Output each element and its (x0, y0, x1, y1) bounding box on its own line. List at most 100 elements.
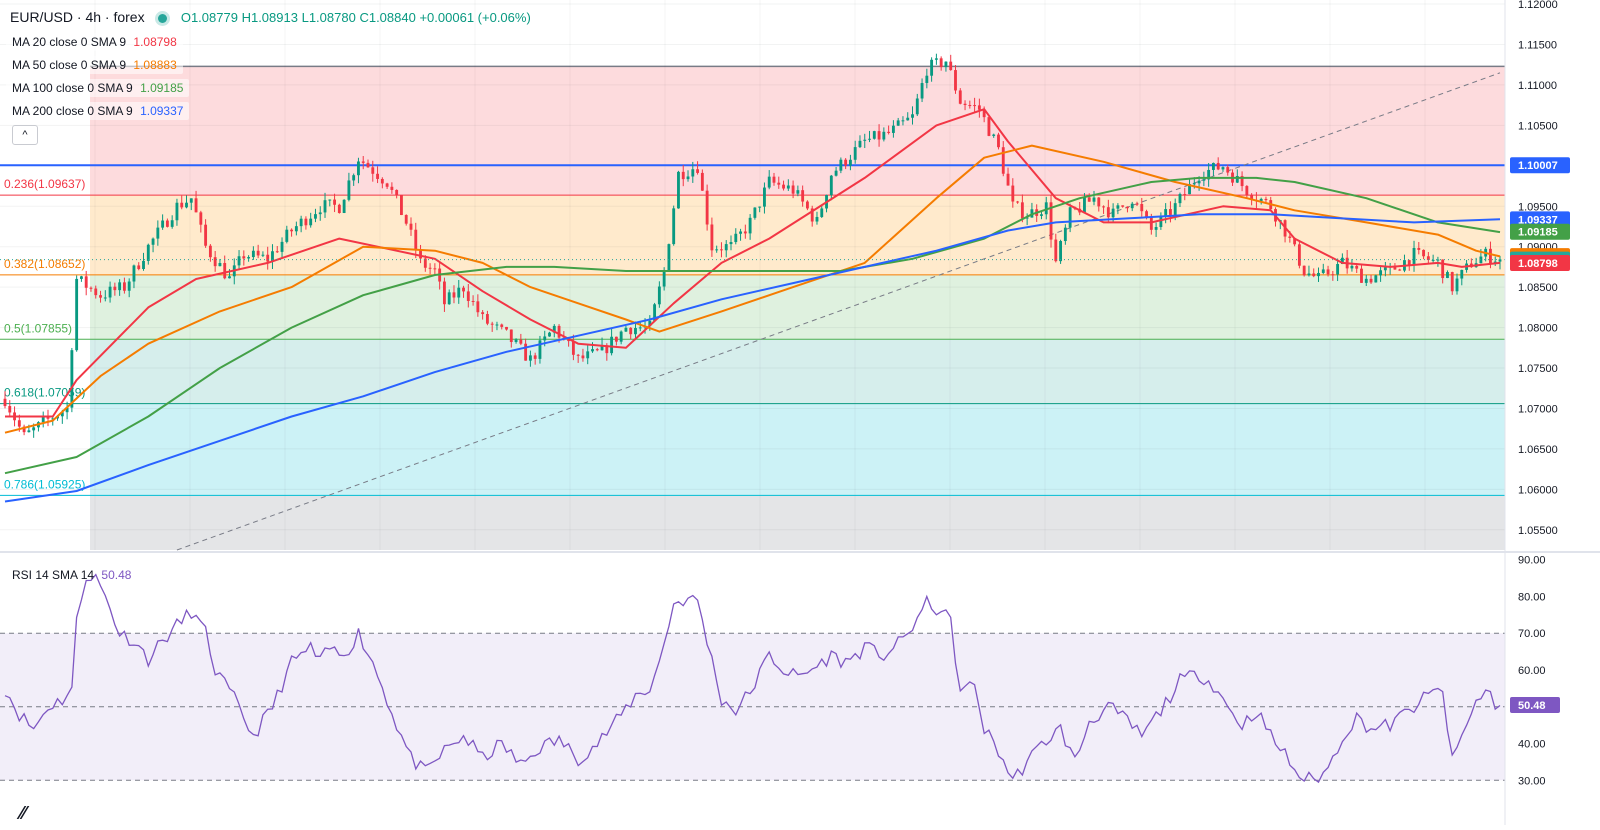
candle[interactable] (1092, 190, 1096, 206)
candle[interactable] (1326, 265, 1330, 277)
candle[interactable] (476, 294, 480, 317)
candle[interactable] (75, 275, 79, 352)
candle[interactable] (466, 283, 470, 308)
candle[interactable] (624, 326, 628, 333)
candle[interactable] (524, 338, 528, 361)
candle[interactable] (796, 185, 800, 197)
candle[interactable] (280, 237, 284, 259)
candle[interactable] (753, 207, 757, 220)
candle[interactable] (700, 169, 704, 191)
candle[interactable] (428, 263, 432, 275)
candle[interactable] (8, 400, 12, 417)
candle[interactable] (1493, 256, 1497, 267)
rsi-legend[interactable]: RSI 14 SMA 14 50.48 (12, 568, 131, 582)
rsi-badge[interactable]: 50.48 (1510, 696, 1560, 713)
ma100-legend[interactable]: MA 100 close 0 SMA 9 1.09185 (6, 79, 190, 97)
candle[interactable] (1054, 233, 1058, 263)
candle[interactable] (180, 195, 184, 210)
candle[interactable] (657, 281, 661, 308)
candle[interactable] (404, 214, 408, 226)
candle[interactable] (1436, 256, 1440, 267)
candle[interactable] (1016, 200, 1020, 204)
candle[interactable] (619, 330, 623, 345)
candle[interactable] (366, 159, 370, 168)
candle[interactable] (142, 252, 145, 271)
candle[interactable] (275, 246, 279, 253)
candle[interactable] (1154, 222, 1158, 237)
candle[interactable] (949, 54, 953, 71)
candle[interactable] (390, 182, 394, 194)
candle[interactable] (1460, 269, 1464, 286)
candle[interactable] (514, 338, 518, 344)
candle[interactable] (906, 112, 910, 121)
candle[interactable] (213, 250, 217, 272)
candle[interactable] (194, 190, 198, 213)
candle[interactable] (1226, 164, 1230, 176)
candle[interactable] (576, 353, 580, 363)
candle[interactable] (189, 198, 193, 211)
candle[interactable] (41, 411, 45, 428)
candle[interactable] (156, 220, 160, 246)
candle[interactable] (992, 133, 996, 138)
candle[interactable] (1331, 270, 1335, 281)
candle[interactable] (294, 221, 298, 236)
candle[interactable] (1211, 162, 1215, 177)
candle[interactable] (1216, 157, 1220, 171)
candle[interactable] (218, 258, 222, 267)
candle[interactable] (887, 125, 891, 135)
candle[interactable] (1049, 194, 1053, 248)
candle[interactable] (1350, 259, 1354, 272)
candle[interactable] (89, 286, 93, 292)
candle[interactable] (457, 279, 461, 304)
candle[interactable] (161, 214, 165, 230)
candle[interactable] (1044, 196, 1048, 220)
candle[interactable] (1207, 163, 1211, 187)
candle[interactable] (1140, 197, 1144, 217)
candle[interactable] (1063, 224, 1067, 245)
candle[interactable] (1178, 192, 1182, 208)
candle[interactable] (915, 93, 919, 117)
candle[interactable] (882, 127, 886, 142)
candle[interactable] (586, 344, 590, 365)
candle[interactable] (1422, 249, 1426, 260)
candle[interactable] (1059, 239, 1063, 264)
candle[interactable] (1240, 171, 1244, 192)
candle[interactable] (118, 279, 122, 296)
candle[interactable] (1455, 273, 1459, 295)
candle[interactable] (452, 285, 456, 304)
candle[interactable] (299, 215, 303, 233)
candle[interactable] (614, 336, 618, 346)
candle[interactable] (1398, 268, 1402, 271)
candle[interactable] (84, 270, 88, 296)
candle[interactable] (734, 228, 738, 245)
candle[interactable] (132, 264, 136, 289)
candle[interactable] (1020, 194, 1024, 223)
candle[interactable] (1221, 166, 1225, 172)
candle[interactable] (361, 156, 365, 170)
candle[interactable] (500, 323, 504, 330)
candle[interactable] (571, 334, 575, 361)
candle[interactable] (79, 275, 83, 282)
candle[interactable] (490, 321, 494, 332)
candle[interactable] (538, 335, 542, 364)
candle[interactable] (204, 219, 208, 248)
rsi-axis[interactable]: 90.00 80.00 70.00 60.00 40.00 30.00 50.48 (1510, 555, 1560, 788)
candle[interactable] (1426, 252, 1430, 265)
candle[interactable] (495, 321, 499, 331)
price-pane[interactable]: 0.236(1.09637) 0.382(1.08652) 0.5(1.07855)… (0, 0, 1505, 551)
candle[interactable] (705, 184, 709, 231)
candle[interactable] (266, 246, 270, 270)
candle[interactable] (696, 161, 700, 175)
candle[interactable] (863, 133, 867, 149)
candle[interactable] (519, 333, 523, 346)
candle[interactable] (328, 199, 332, 207)
candle[interactable] (1188, 179, 1191, 195)
candle[interactable] (973, 97, 977, 114)
moving-average-line[interactable] (4, 176, 1501, 475)
tradingview-logo-icon[interactable]: ⁄⁄ (20, 803, 27, 823)
candle[interactable] (256, 244, 260, 259)
candle[interactable] (829, 174, 833, 201)
candle[interactable] (963, 100, 967, 111)
